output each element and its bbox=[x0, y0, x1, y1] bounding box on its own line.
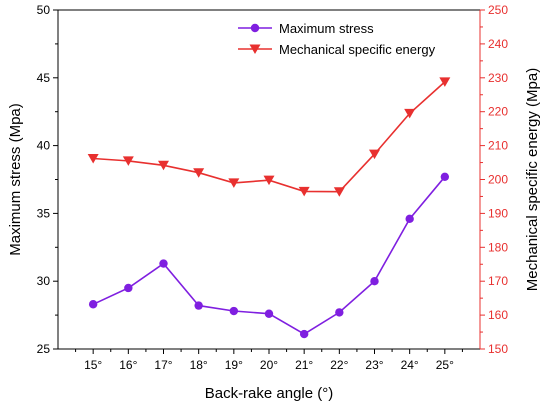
y-right-tick-label: 170 bbox=[488, 274, 508, 288]
x-tick-label: 22° bbox=[330, 358, 348, 372]
axes-layer: 25 30 35 40 45 50 150 160 170 180 190 200 210 220 230 2… bbox=[37, 3, 509, 372]
maximum-stress-point bbox=[264, 309, 274, 318]
y-right-tick-label: 240 bbox=[488, 37, 508, 51]
maximum-stress-point bbox=[440, 172, 450, 181]
x-tick-label: 16° bbox=[119, 358, 137, 372]
legend-label: Maximum stress bbox=[279, 21, 374, 36]
maximum-stress-point bbox=[299, 329, 309, 339]
legend-marker-triangle bbox=[249, 44, 261, 54]
x-tick-label: 23° bbox=[365, 358, 383, 372]
y-left-tick-label: 50 bbox=[37, 3, 51, 17]
x-tick-label: 20° bbox=[260, 358, 278, 372]
y-left-tick-label: 30 bbox=[37, 274, 51, 288]
y-left-axis-title: Maximum stress (Mpa) bbox=[7, 103, 24, 256]
maximum-stress-point bbox=[405, 214, 414, 224]
maximum-stress-point bbox=[370, 277, 379, 286]
y-right-tick-label: 210 bbox=[488, 139, 508, 153]
y-right-tick-label: 150 bbox=[488, 342, 508, 356]
y-left-tick-label: 35 bbox=[37, 206, 51, 220]
y-right-tick-label: 160 bbox=[488, 308, 508, 322]
maximum-stress-point bbox=[124, 283, 133, 293]
mechanical-specific-energy-point bbox=[193, 168, 205, 178]
y-left-tick-label: 25 bbox=[37, 342, 51, 356]
maximum-stress-point bbox=[229, 306, 239, 316]
y-right-tick-label: 190 bbox=[488, 206, 508, 220]
axis-titles: Back-rake angle (°) Maximum stress (Mpa)… bbox=[7, 68, 541, 402]
y-right-tick-label: 230 bbox=[488, 71, 508, 85]
x-tick-label: 21° bbox=[295, 358, 313, 372]
y-right-tick-label: 250 bbox=[488, 3, 508, 17]
mechanical-specific-energy-point bbox=[122, 156, 134, 166]
x-axis-title: Back-rake angle (°) bbox=[205, 385, 334, 402]
x-tick-label: 17° bbox=[154, 358, 172, 372]
maximum-stress-point bbox=[159, 259, 168, 268]
mechanical-specific-energy-point bbox=[228, 178, 240, 188]
y-right-tick-label: 220 bbox=[488, 105, 508, 119]
maximum-stress-point bbox=[88, 300, 98, 309]
mechanical-specific-energy-point bbox=[333, 187, 345, 197]
y-right-tick-label: 200 bbox=[488, 173, 508, 187]
mechanical-specific-energy-point bbox=[439, 77, 451, 87]
y-right-tick-label: 180 bbox=[488, 240, 508, 254]
legend-marker-circle bbox=[250, 23, 260, 33]
legend-label: Mechanical specific energy bbox=[279, 42, 436, 57]
mechanical-specific-energy-point bbox=[87, 153, 99, 164]
mechanical-specific-energy-line bbox=[93, 81, 446, 193]
mechanical-specific-energy-point bbox=[298, 186, 310, 197]
mechanical-specific-energy-point bbox=[369, 149, 380, 160]
x-tick-label: 18° bbox=[190, 358, 208, 372]
maximum-stress-point bbox=[335, 308, 344, 317]
legend: Maximum stress Mechanical specific energy bbox=[238, 21, 436, 57]
y-right-axis-title: Mechanical specific energy (Mpa) bbox=[524, 68, 541, 291]
x-tick-label: 15° bbox=[84, 358, 102, 372]
x-tick-label: 25° bbox=[436, 358, 454, 372]
y-left-tick-label: 45 bbox=[37, 71, 51, 85]
mechanical-specific-energy-point bbox=[263, 175, 275, 186]
mechanical-specific-energy-point bbox=[404, 108, 416, 119]
x-tick-label: 19° bbox=[225, 358, 243, 372]
y-left-tick-label: 40 bbox=[37, 139, 51, 153]
maximum-stress-point bbox=[194, 301, 203, 310]
mechanical-specific-energy-point bbox=[158, 160, 169, 171]
x-tick-label: 24° bbox=[401, 358, 419, 372]
series-layer bbox=[87, 77, 451, 339]
